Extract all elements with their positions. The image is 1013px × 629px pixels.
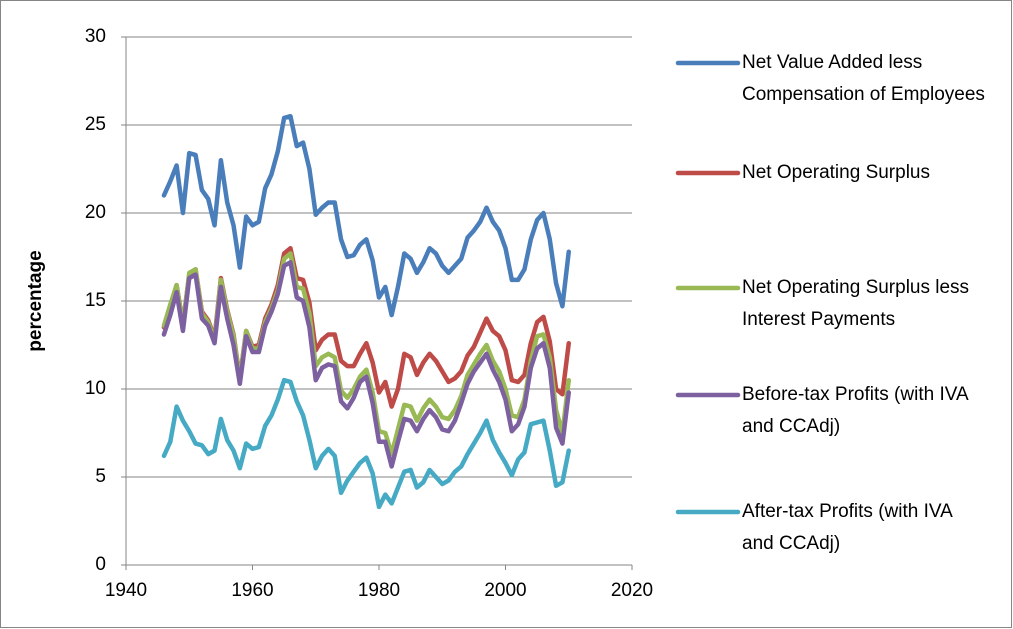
- y-tick-label: 0: [95, 554, 106, 575]
- legend-label: After-tax Profits (with IVA and CCAdj): [742, 501, 952, 554]
- y-tick-label: 25: [85, 114, 106, 135]
- x-tick-label: 1940: [105, 580, 147, 601]
- series-line: [161, 113, 571, 318]
- x-tick-label: 2000: [484, 580, 526, 601]
- y-tick-label: 30: [85, 26, 106, 47]
- x-tick-label: 2020: [611, 580, 653, 601]
- y-tick-label: 20: [85, 202, 106, 223]
- y-tick-label: 15: [85, 290, 106, 311]
- y-tick-label: 5: [95, 466, 106, 487]
- legend-label: Net Value Added less Compensation of Emp…: [742, 52, 985, 105]
- legend-label: Before-tax Profits (with IVA and CCAdj): [742, 384, 968, 437]
- series-line: [161, 377, 571, 510]
- legend-label: Net Operating Surplus: [742, 162, 930, 183]
- legend-label: Net Operating Surplus less Interest Paym…: [742, 277, 970, 330]
- x-tick-label: 1960: [231, 580, 273, 601]
- y-tick-label: 10: [85, 378, 106, 399]
- y-axis-label: percentage: [25, 250, 46, 351]
- series-line: [161, 260, 571, 469]
- x-tick-label: 1980: [358, 580, 400, 601]
